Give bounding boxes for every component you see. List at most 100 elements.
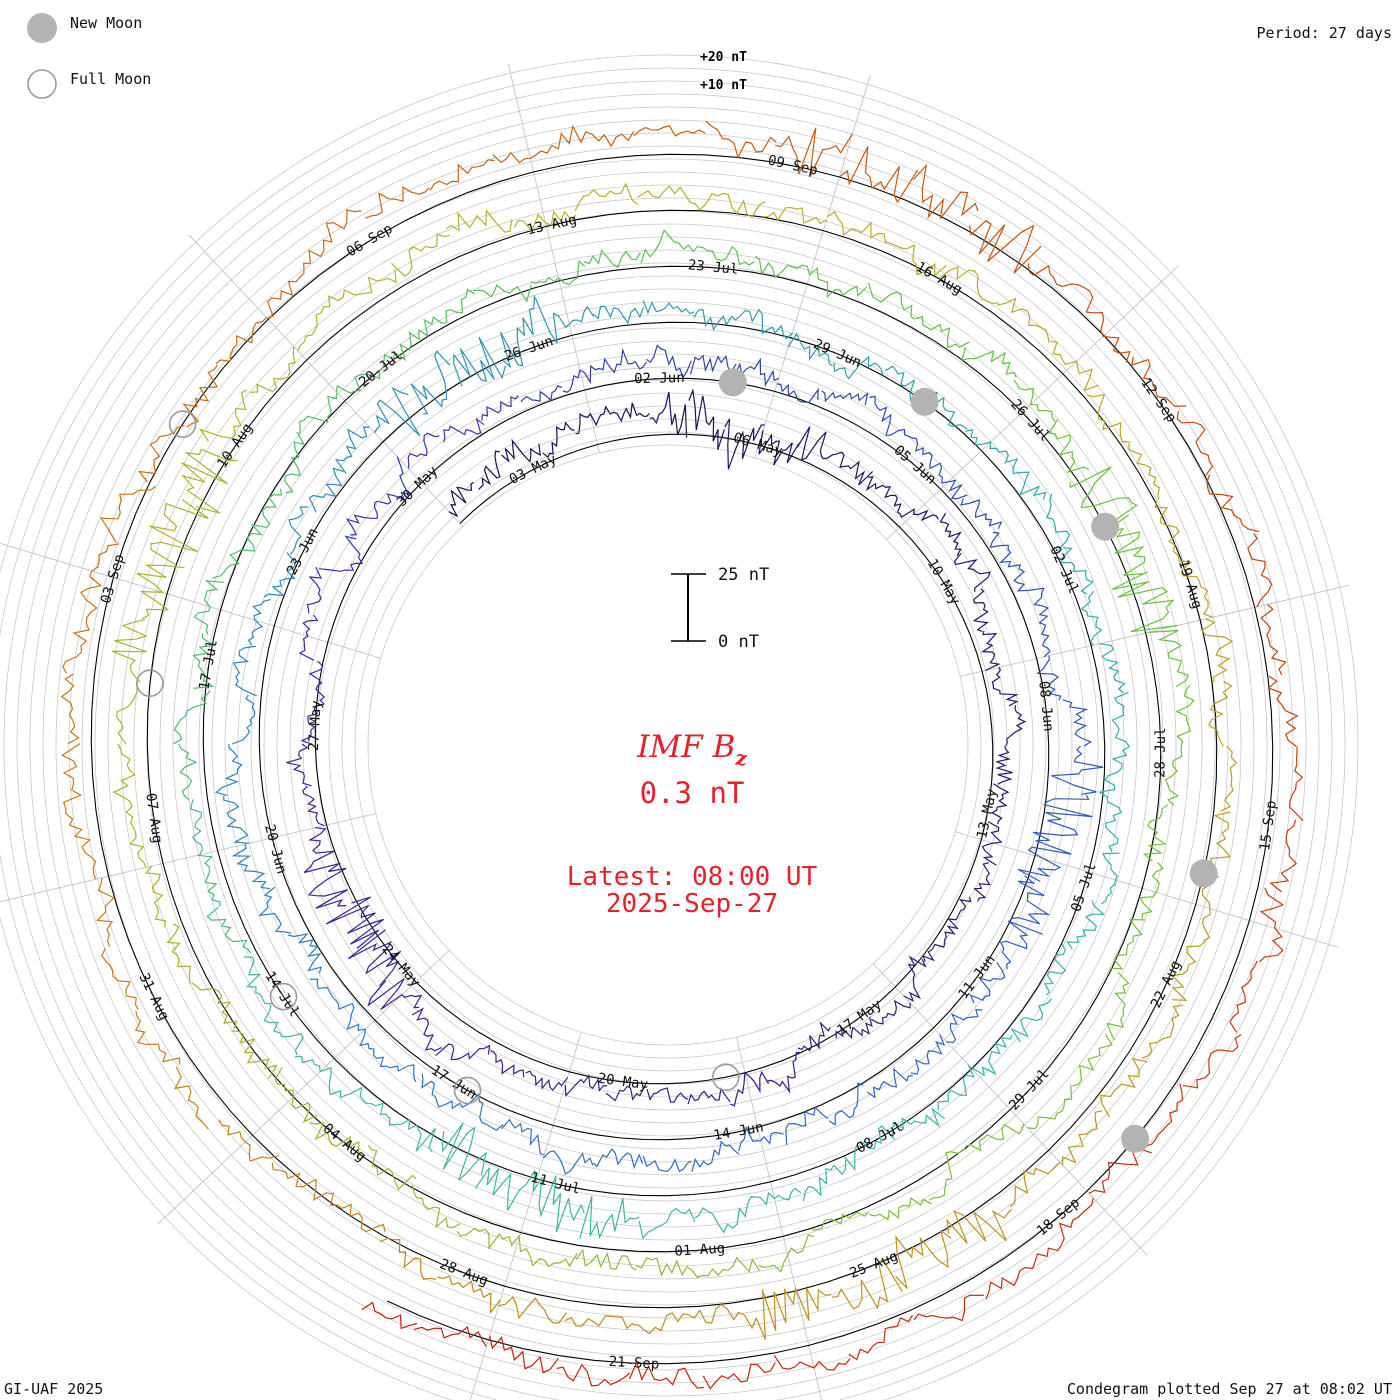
bz-trace-segment [785, 1106, 829, 1145]
radial-spoke [188, 234, 463, 527]
bz-trace-segment [1085, 296, 1131, 363]
radial-spoke [959, 584, 1350, 677]
bz-trace-segment [638, 1207, 696, 1240]
bz-trace-segment [231, 694, 256, 745]
bz-trace-segment [373, 1054, 417, 1083]
scale-bar: 25 nT 0 nT [671, 565, 769, 652]
latest-date-label: 2025-Sep-27 [606, 889, 778, 919]
bz-trace-segment [633, 124, 706, 137]
date-tick-label: 05-Jun [891, 442, 940, 487]
bz-trace-segment [266, 262, 312, 319]
bz-trace-segment [1260, 603, 1287, 675]
bz-trace-segment [1027, 1084, 1073, 1130]
grid-ring [81, 158, 1255, 1332]
date-tick-label: 30-May [394, 463, 441, 510]
bz-trace-segment [1005, 705, 1027, 747]
bz-trace-segment [308, 467, 344, 513]
grid-ring [354, 431, 982, 1059]
bz-trace-segment [981, 821, 1003, 866]
bz-trace-segment [1099, 1057, 1148, 1118]
bz-trace-segment [1139, 861, 1164, 919]
bz-trace-segment [688, 388, 725, 450]
date-tick-label: 02-Jul [1046, 544, 1081, 597]
bz-trace-segment [1111, 691, 1130, 747]
bz-trace-segment [937, 1064, 975, 1111]
bz-trace-segment [1102, 514, 1146, 576]
bz-trace-segment [642, 1155, 692, 1173]
grid-ring [224, 301, 1112, 1189]
scale-bar-bottom-label: 0 nT [718, 632, 759, 652]
bz-trace-segment [775, 127, 854, 178]
bz-trace-segment [263, 552, 296, 598]
bz-trace-segment [776, 383, 819, 404]
bz-trace-segment [116, 681, 138, 745]
bz-trace-segment [329, 1191, 386, 1233]
bz-trace-segment [1110, 918, 1146, 970]
bz-trace-segment [542, 1150, 594, 1175]
bz-trace-segment [946, 1009, 983, 1044]
bz-trace-segment [892, 1107, 946, 1137]
bz-trace-segment [575, 405, 612, 435]
bz-trace-segment [338, 269, 397, 301]
date-tick-label: 22-Aug [1148, 958, 1184, 1011]
date-tick-label: 20-Jul [356, 347, 406, 390]
full-moon-legend-label: Full Moon [70, 70, 151, 88]
date-tick-label: 27-May [306, 700, 325, 751]
bz-trace-segment [61, 743, 83, 815]
bz-trace-segment [215, 743, 243, 797]
bz-trace-segment [895, 1229, 952, 1289]
radial-spoke [886, 265, 1179, 540]
bz-trace-segment [1080, 590, 1103, 646]
bz-trace-segment [689, 354, 737, 375]
date-tick-label: 21-Sep [608, 1354, 659, 1373]
bz-trace-segment [960, 498, 1003, 530]
bz-trace-segment [865, 476, 898, 507]
bz-trace-segment [960, 347, 1017, 378]
bz-trace-segment [913, 1294, 985, 1322]
bz-trace-segment [637, 185, 701, 211]
bz-trace-segment [1200, 618, 1234, 683]
bz-trace-segment [953, 552, 991, 592]
full-moon-legend-icon [27, 69, 57, 99]
date-tick-label: 17-Jul [196, 639, 220, 692]
bz-trace-segment [773, 1354, 851, 1371]
radial-spoke [0, 542, 381, 659]
date-tick-label: 20-May [597, 1071, 649, 1094]
bz-trace-segment [490, 1050, 525, 1078]
date-tick-label: 06-Sep [344, 221, 396, 261]
bz-trace-segment [365, 186, 430, 219]
bz-trace-segment [787, 332, 833, 367]
bz-trace-segment [1069, 466, 1138, 527]
bz-trace-segment [1062, 1110, 1103, 1166]
bz-trace-segment [724, 418, 765, 470]
bz-trace-segment [809, 267, 868, 299]
bz-trace-segment [1013, 568, 1048, 609]
bz-trace-segment [198, 389, 248, 442]
bz-trace-segment [796, 426, 837, 461]
bz-trace-segment [930, 462, 968, 500]
bz-trace-segment [767, 1051, 800, 1094]
bz-trace-segment [1142, 804, 1169, 862]
bz-trace-segment [1247, 533, 1273, 608]
latest-time-label: Latest: 08:00 UT [567, 862, 818, 892]
bz-trace-segment [1046, 1197, 1094, 1257]
grid-ring [276, 353, 1060, 1137]
bz-trace-segment [286, 743, 312, 787]
bz-trace-segment [534, 297, 594, 344]
bz-trace-segment [827, 210, 887, 244]
bz-trace-segment [345, 500, 379, 536]
bz-trace-segment [1131, 356, 1187, 408]
bz-trace-segment [335, 362, 386, 394]
bz-trace-segment [411, 1007, 442, 1052]
bz-trace-segment [869, 1197, 932, 1221]
bz-trace-segment [60, 673, 80, 745]
bz-trace-segment [867, 282, 916, 320]
bz-trace-segment [212, 534, 256, 579]
bz-trace-segment [288, 506, 308, 555]
bz-trace-segment [1006, 458, 1047, 500]
bz-trace-segment [435, 1043, 491, 1061]
bz-trace-segment [848, 1314, 913, 1361]
bz-trace-segment [388, 1116, 436, 1152]
bz-trace-segment [173, 690, 211, 745]
bz-trace-segment [501, 438, 542, 463]
